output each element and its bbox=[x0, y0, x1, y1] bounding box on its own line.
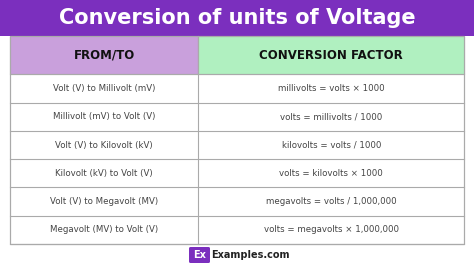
Text: Ex: Ex bbox=[193, 250, 206, 260]
Text: Examples.com: Examples.com bbox=[211, 250, 290, 260]
Text: volts = kilovolts × 1000: volts = kilovolts × 1000 bbox=[279, 169, 383, 178]
Text: CONVERSION FACTOR: CONVERSION FACTOR bbox=[259, 49, 403, 62]
Text: millivolts = volts × 1000: millivolts = volts × 1000 bbox=[278, 84, 384, 93]
Bar bbox=[10, 36, 464, 244]
Text: kilovolts = volts / 1000: kilovolts = volts / 1000 bbox=[282, 141, 381, 149]
Text: volts = millivolts / 1000: volts = millivolts / 1000 bbox=[280, 112, 383, 121]
Text: FROM/TO: FROM/TO bbox=[73, 49, 135, 62]
Bar bbox=[10, 36, 464, 244]
Text: Volt (V) to Megavolt (MV): Volt (V) to Megavolt (MV) bbox=[50, 197, 158, 206]
Text: Kilovolt (kV) to Volt (V): Kilovolt (kV) to Volt (V) bbox=[55, 169, 153, 178]
Text: Volt (V) to Millivolt (mV): Volt (V) to Millivolt (mV) bbox=[53, 84, 155, 93]
Bar bbox=[10, 36, 199, 74]
Text: Megavolt (MV) to Volt (V): Megavolt (MV) to Volt (V) bbox=[50, 225, 158, 234]
Text: Volt (V) to Kilovolt (kV): Volt (V) to Kilovolt (kV) bbox=[55, 141, 153, 149]
Bar bbox=[199, 36, 464, 74]
Text: Millivolt (mV) to Volt (V): Millivolt (mV) to Volt (V) bbox=[53, 112, 155, 121]
Text: megavolts = volts / 1,000,000: megavolts = volts / 1,000,000 bbox=[266, 197, 397, 206]
FancyBboxPatch shape bbox=[189, 247, 210, 263]
Text: volts = megavolts × 1,000,000: volts = megavolts × 1,000,000 bbox=[264, 225, 399, 234]
Bar bbox=[0, 0, 474, 36]
Text: Conversion of units of Voltage: Conversion of units of Voltage bbox=[59, 8, 415, 28]
